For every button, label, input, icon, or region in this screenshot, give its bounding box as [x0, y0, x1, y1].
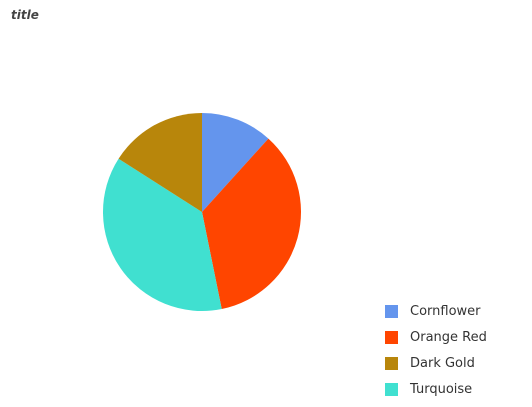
legend-item-cornflower: Cornflower	[385, 303, 525, 320]
legend-label-turquoise: Turquoise	[410, 382, 473, 397]
pie-slice-orange-red	[202, 138, 302, 310]
legend-label-dark-gold: Dark Gold	[410, 356, 475, 371]
legend-item-dark-gold: Dark Gold	[385, 355, 525, 372]
legend-swatch-cornflower	[385, 305, 398, 318]
pie-slice-dark-gold	[118, 113, 202, 212]
legend-item-orange-red: Orange Red	[385, 329, 525, 346]
legend-item-turquoise: Turquoise	[385, 381, 525, 398]
legend: Cornflower Orange Red Dark Gold Turquois…	[385, 303, 525, 407]
legend-label-orange-red: Orange Red	[410, 330, 487, 345]
pie-slice-turquoise	[102, 158, 222, 312]
legend-label-cornflower: Cornflower	[410, 304, 481, 319]
legend-swatch-orange-red	[385, 331, 398, 344]
pie-slice-cornflower	[202, 113, 269, 212]
legend-swatch-turquoise	[385, 383, 398, 396]
chart-title: title	[11, 8, 39, 22]
legend-swatch-dark-gold	[385, 357, 398, 370]
